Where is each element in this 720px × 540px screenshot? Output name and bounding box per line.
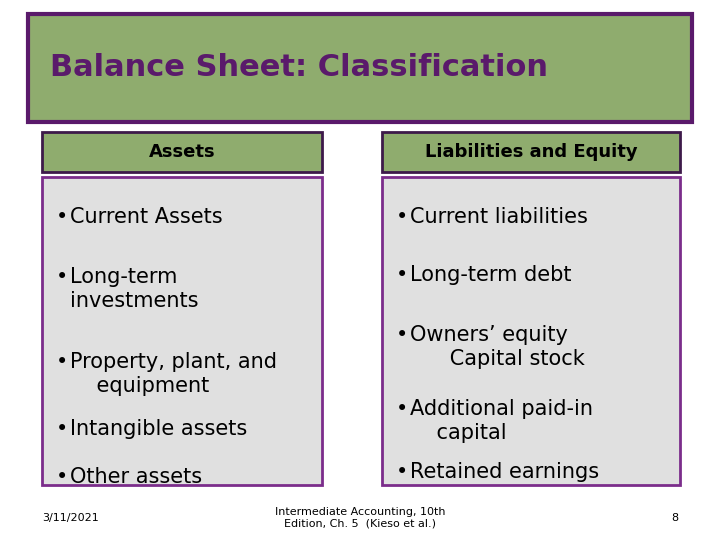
Text: •: • xyxy=(56,352,68,372)
FancyBboxPatch shape xyxy=(28,14,692,122)
FancyBboxPatch shape xyxy=(42,132,322,172)
Text: Retained earnings: Retained earnings xyxy=(410,462,599,482)
FancyBboxPatch shape xyxy=(382,177,680,485)
Text: Assets: Assets xyxy=(149,143,215,161)
Text: •: • xyxy=(56,467,68,487)
Text: •: • xyxy=(56,207,68,227)
Text: Balance Sheet: Classification: Balance Sheet: Classification xyxy=(50,53,548,83)
Text: Other assets: Other assets xyxy=(70,467,202,487)
Text: •: • xyxy=(396,207,408,227)
Text: •: • xyxy=(396,399,408,419)
Text: 3/11/2021: 3/11/2021 xyxy=(42,513,99,523)
Text: Owners’ equity
      Capital stock: Owners’ equity Capital stock xyxy=(410,325,585,369)
Text: 8: 8 xyxy=(671,513,678,523)
Text: •: • xyxy=(56,267,68,287)
FancyBboxPatch shape xyxy=(42,177,322,485)
Text: Long-term debt: Long-term debt xyxy=(410,265,572,285)
Text: Long-term
investments: Long-term investments xyxy=(70,267,199,311)
Text: Liabilities and Equity: Liabilities and Equity xyxy=(425,143,637,161)
FancyBboxPatch shape xyxy=(382,132,680,172)
Text: Intangible assets: Intangible assets xyxy=(70,419,247,439)
Text: •: • xyxy=(56,419,68,439)
Text: Intermediate Accounting, 10th
Edition, Ch. 5  (Kieso et al.): Intermediate Accounting, 10th Edition, C… xyxy=(275,507,445,529)
Text: Current liabilities: Current liabilities xyxy=(410,207,588,227)
Text: Property, plant, and
    equipment: Property, plant, and equipment xyxy=(70,352,277,396)
Text: •: • xyxy=(396,462,408,482)
Text: Current Assets: Current Assets xyxy=(70,207,222,227)
Text: •: • xyxy=(396,265,408,285)
Text: •: • xyxy=(396,325,408,345)
Text: Additional paid-in
    capital: Additional paid-in capital xyxy=(410,399,593,443)
